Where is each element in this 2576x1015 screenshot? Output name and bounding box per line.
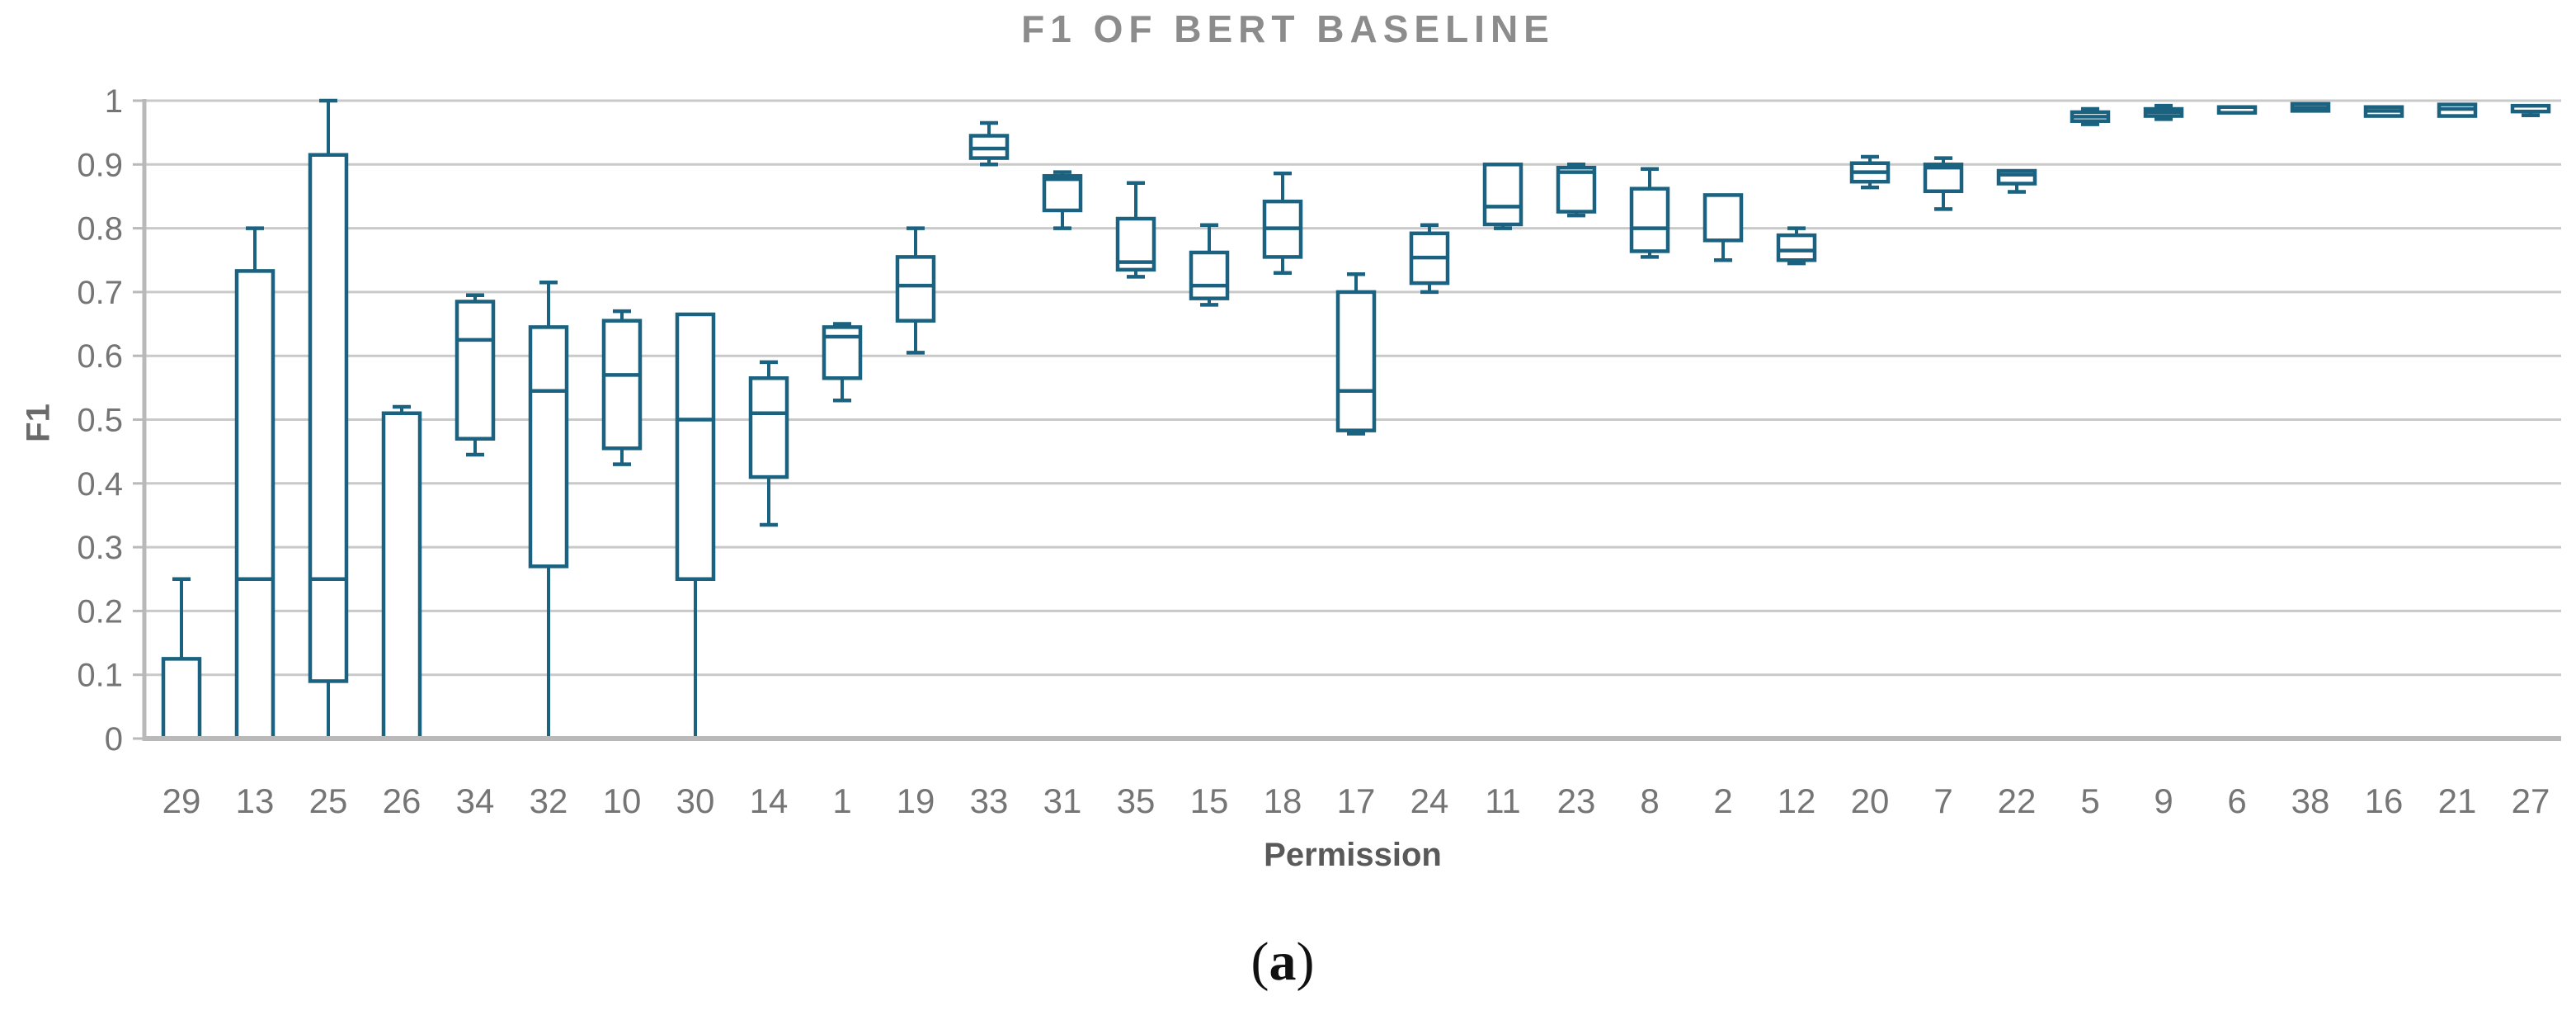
box-15 [1189, 250, 1230, 300]
box-31 [1042, 173, 1083, 213]
x-tick-label: 16 [2365, 781, 2404, 820]
x-tick-label: 10 [603, 781, 642, 820]
y-axis-title: F1 [20, 404, 57, 442]
x-tick-label: 32 [530, 781, 568, 820]
x-tick-label: 19 [897, 781, 935, 820]
y-tick-label: 1 [105, 83, 123, 120]
x-tick-label: 27 [2512, 781, 2550, 820]
y-tick-label: 0.4 [77, 466, 123, 503]
x-tick-label: 9 [2154, 781, 2173, 820]
x-tick-label: 26 [383, 781, 421, 820]
caption-open-paren: ( [1250, 932, 1269, 992]
box-19 [895, 255, 936, 323]
chart-title: F1 OF BERT BASELINE [1021, 7, 1555, 50]
box-11 [1482, 163, 1523, 227]
x-tick-label: 6 [2227, 781, 2246, 820]
box-10 [601, 319, 643, 451]
y-tick-label: 0.9 [77, 147, 123, 183]
x-tick-label: 29 [162, 781, 201, 820]
y-tick-label: 0.8 [77, 211, 123, 248]
box-2 [1702, 193, 1744, 243]
y-tick-label: 0.1 [77, 658, 123, 694]
x-axis-title: Permission [1264, 837, 1442, 873]
x-tick-label: 35 [1117, 781, 1156, 820]
box-6 [2216, 105, 2258, 115]
x-tick-label: 22 [1998, 781, 2037, 820]
box-34 [454, 300, 496, 441]
x-tick-label: 31 [1043, 781, 1082, 820]
box-29 [161, 657, 202, 741]
box-26 [381, 411, 422, 741]
x-tick-label: 25 [309, 781, 348, 820]
x-tick-label: 21 [2438, 781, 2477, 820]
box-27 [2510, 103, 2551, 114]
x-tick-label: 11 [1485, 781, 1521, 820]
box-13 [234, 269, 275, 741]
x-tick-label: 23 [1557, 781, 1596, 820]
box-14 [748, 376, 789, 479]
x-tick-label: 17 [1337, 781, 1376, 820]
y-tick-label: 0 [105, 721, 123, 758]
caption-close-paren: ) [1296, 932, 1315, 992]
y-tick-label: 0.3 [77, 530, 123, 566]
box-1 [822, 325, 863, 380]
box-17 [1335, 290, 1377, 432]
x-tick-label: 13 [236, 781, 275, 820]
x-tick-label: 34 [456, 781, 495, 820]
caption-letter: a [1269, 932, 1297, 992]
x-tick-label: 15 [1190, 781, 1229, 820]
box-30 [675, 312, 716, 581]
x-tick-label: 38 [2291, 781, 2330, 820]
box-32 [528, 325, 569, 569]
box-22 [1996, 168, 2037, 186]
x-tick-label: 24 [1410, 781, 1449, 820]
x-tick-label: 12 [1778, 781, 1816, 820]
x-tick-label: 5 [2080, 781, 2099, 820]
box-23 [1556, 165, 1597, 214]
box-8 [1629, 186, 1670, 253]
y-tick-label: 0.2 [77, 593, 123, 630]
box-12 [1776, 233, 1817, 262]
y-tick-label: 0.6 [77, 338, 123, 375]
x-tick-label: 14 [750, 781, 789, 820]
figure-caption: (a) [0, 931, 2565, 994]
y-tick-label: 0.5 [77, 403, 123, 439]
x-tick-label: 2 [1713, 781, 1732, 820]
x-tick-label: 30 [676, 781, 715, 820]
x-tick-label: 18 [1264, 781, 1302, 820]
x-tick-label: 33 [970, 781, 1009, 820]
x-tick-label: 1 [832, 781, 851, 820]
y-tick-label: 0.7 [77, 275, 123, 311]
x-tick-label: 20 [1851, 781, 1890, 820]
x-tick-label: 7 [1933, 781, 1952, 820]
x-tick-label: 8 [1640, 781, 1659, 820]
box-25 [308, 153, 349, 683]
